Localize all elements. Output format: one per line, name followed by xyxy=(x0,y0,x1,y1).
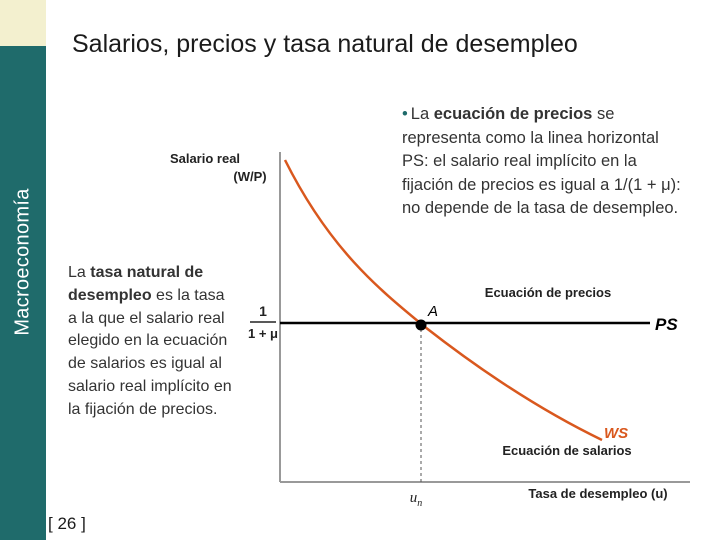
x-tick: un xyxy=(410,490,423,509)
wage-equation-caption: Ecuación de salarios xyxy=(502,443,631,458)
x-axis-label: Tasa de desempleo (u) xyxy=(528,486,667,501)
point-label: A xyxy=(427,303,438,320)
sidebar-accent xyxy=(0,0,46,46)
ps-label: PS xyxy=(655,315,678,334)
slide-title: Salarios, precios y tasa natural de dese… xyxy=(72,30,578,58)
price-equation-caption: Ecuación de precios xyxy=(485,285,611,300)
ws-label: WS xyxy=(604,425,628,442)
x-tick-main: u xyxy=(410,490,418,506)
left-text-prefix: La xyxy=(68,264,91,281)
right-text-prefix: La xyxy=(410,105,434,123)
y-tick-denominator: 1 + μ xyxy=(248,326,278,341)
equilibrium-point xyxy=(415,319,427,331)
y-axis-label-line2: (W/P) xyxy=(233,169,266,184)
bullet-icon: • xyxy=(402,105,408,123)
x-tick-sub: n xyxy=(417,498,422,509)
page-number: [ 26 ] xyxy=(48,514,86,533)
left-text-bold: tasa natural de desempleo xyxy=(68,264,204,304)
sidebar: Macroeconomía xyxy=(0,0,46,540)
y-tick-numerator: 1 xyxy=(259,303,267,319)
right-text-rest: se representa como la linea horizontal P… xyxy=(402,105,681,218)
ws-curve xyxy=(283,159,603,442)
right-text: • La ecuación de precios se representa co… xyxy=(402,103,687,221)
y-axis-label-line1: Salario real xyxy=(170,151,240,166)
left-text: La tasa natural de desempleo es la tasa … xyxy=(68,262,233,422)
left-text-rest: es la tasa a la que el salario real eleg… xyxy=(68,286,232,418)
right-text-bold: ecuación de precios xyxy=(433,105,593,123)
